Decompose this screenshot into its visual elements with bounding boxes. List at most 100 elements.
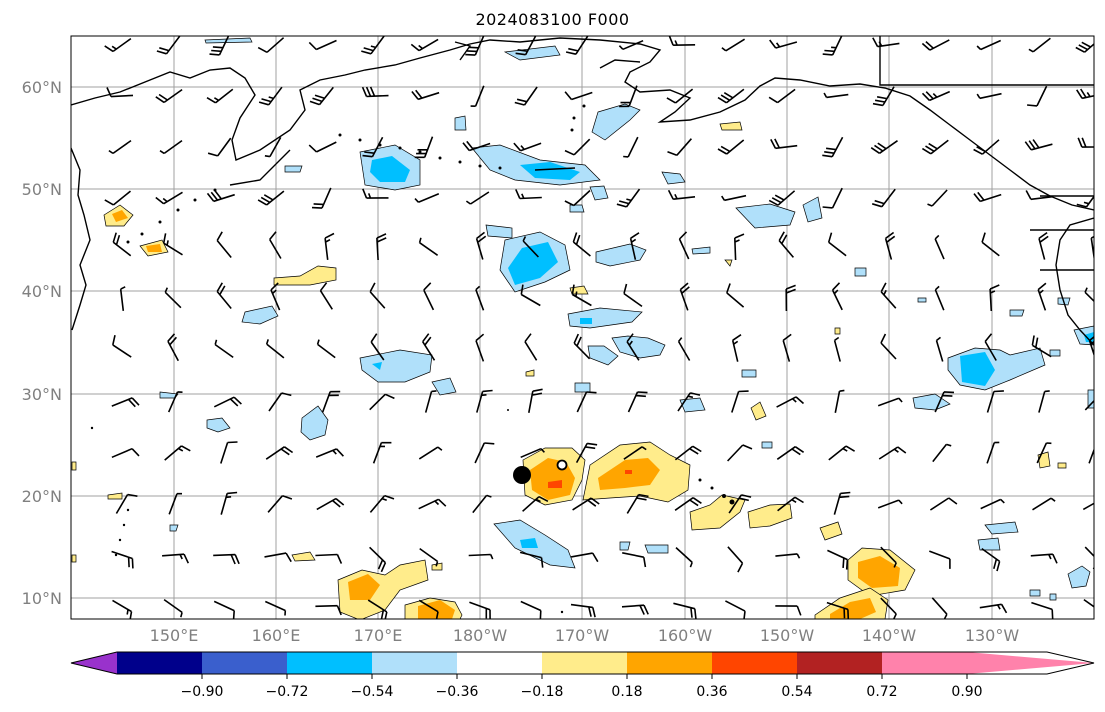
wind-barb: [475, 333, 485, 362]
wind-barb: [1088, 447, 1094, 464]
wind-barb: [666, 88, 694, 104]
wind-barb: [564, 138, 591, 156]
wind-barb: [976, 39, 1002, 51]
wind-barb: [472, 494, 492, 514]
wind-barb: [207, 137, 232, 157]
wind-barb: [167, 333, 180, 362]
wind-barb: [163, 598, 183, 618]
wind-barb: [571, 284, 592, 307]
wind-barb: [570, 603, 596, 618]
wind-barb: [1025, 190, 1053, 201]
wind-barb: [308, 39, 337, 51]
negative-anomaly-cores: [370, 156, 1094, 548]
wind-barb: [520, 447, 545, 459]
wind-barb: [367, 599, 388, 619]
wind-barb: [1075, 41, 1094, 53]
lon-label: 130°W: [964, 626, 1020, 645]
wind-barb: [979, 603, 1008, 614]
wind-barb: [1031, 335, 1052, 358]
wind-barb: [470, 85, 485, 107]
wind-barb: [162, 233, 183, 256]
filled-circle-marker: [513, 466, 531, 484]
wind-barb: [727, 546, 744, 573]
wind-barb: [877, 397, 903, 407]
wind-barb: [721, 38, 746, 52]
wind-barb: [214, 339, 234, 359]
colorbar-tick-label: −0.18: [520, 684, 564, 700]
wind-barb: [576, 391, 597, 413]
positive-anomaly-cores: [112, 210, 900, 619]
wind-barb: [822, 36, 843, 56]
colorbar-bin: [797, 652, 882, 674]
wind-barb: [674, 497, 702, 511]
wind-barb: [1031, 601, 1054, 619]
colorbar: [70, 651, 1095, 679]
wind-barb: [626, 493, 649, 514]
wind-barb: [1076, 195, 1094, 208]
wind-barb: [921, 90, 951, 102]
wind-barb: [1084, 287, 1094, 303]
wind-barb: [1036, 442, 1052, 464]
wind-barb: [106, 87, 134, 98]
wind-barb: [270, 282, 281, 311]
wind-barb: [111, 447, 140, 459]
wind-barb: [315, 604, 342, 616]
wind-barb: [622, 552, 647, 568]
wind-barb: [112, 599, 133, 619]
wind-barb: [618, 39, 644, 51]
wind-barb: [989, 284, 1000, 312]
wind-barb: [362, 136, 384, 158]
colorbar-tick-label: 0.72: [866, 684, 898, 700]
colorbar-bin: [882, 652, 967, 674]
wind-barb: [880, 282, 897, 309]
wind-barb: [929, 550, 951, 569]
wind-barb: [565, 36, 589, 55]
wind-barb: [111, 550, 134, 569]
wind-barb: [785, 284, 796, 312]
wind-barb: [206, 190, 235, 203]
wind-barb: [164, 445, 191, 461]
wind-barb: [265, 339, 285, 359]
wind-barb: [731, 334, 742, 362]
wind-barb: [319, 282, 333, 310]
wind-barb: [673, 602, 697, 619]
wind-barb: [462, 140, 491, 152]
wind-barb: [986, 441, 1000, 464]
wind-barb: [1038, 390, 1050, 413]
wind-barb: [727, 444, 753, 462]
wind-barb: [679, 282, 690, 311]
wind-barb: [309, 86, 334, 106]
wind-barb: [973, 139, 1000, 155]
wind-barb: [880, 546, 897, 568]
lon-label: 140°W: [861, 626, 917, 645]
wind-barb: [522, 236, 539, 258]
wind-barb: [981, 547, 1001, 572]
wind-barb: [369, 546, 387, 573]
map-title: 2024083100 F000: [475, 10, 630, 29]
lon-label: 160°W: [657, 626, 713, 645]
wind-barb: [321, 390, 341, 413]
wind-barb: [677, 392, 701, 412]
wind-barb: [465, 191, 490, 205]
colorbar-bin: [457, 652, 542, 674]
wind-barb: [731, 390, 749, 413]
wind-barb: [316, 497, 345, 511]
wind-barb: [734, 233, 745, 261]
wind-barb: [418, 498, 447, 510]
wind-barb: [268, 392, 292, 412]
wind-barb: [220, 441, 238, 464]
wind-barb: [823, 92, 849, 99]
wind-barb: [564, 91, 593, 101]
wind-barb: [769, 39, 798, 49]
wind-barb: [877, 499, 903, 509]
wind-barb: [519, 551, 544, 568]
lat-label: 30°N: [21, 385, 62, 404]
colorbar-tick-label: 0.54: [781, 684, 813, 700]
wind-barb: [627, 391, 648, 413]
wind-barb: [168, 492, 182, 515]
wind-barb: [424, 390, 437, 413]
colorbar-bin: [287, 652, 372, 674]
colorbar-bin: [372, 652, 457, 674]
wind-barb: [884, 231, 896, 260]
graticule: [71, 36, 1094, 619]
